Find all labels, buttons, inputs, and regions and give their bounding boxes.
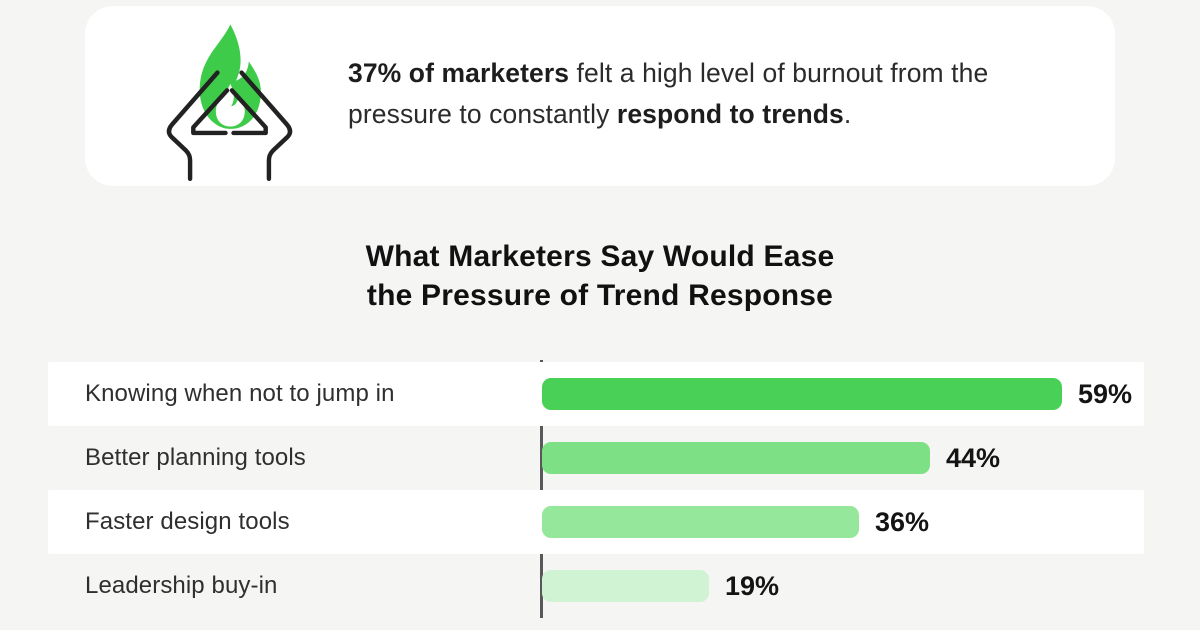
chart-row: Leadership buy-in 19% (0, 554, 1200, 618)
row-label: Faster design tools (85, 508, 290, 535)
burnout-flame-head-icon (137, 14, 322, 194)
row-label: Better planning tools (85, 444, 306, 471)
stat-text: . (843, 99, 852, 129)
bar-chart: Knowing when not to jump in 59% Better pla… (0, 360, 1200, 618)
bar-value: 59% (1078, 378, 1133, 409)
chart-row: Faster design tools 36% (0, 490, 1200, 554)
row-label: Leadership buy-in (85, 572, 278, 599)
chart-title: What Marketers Say Would Ease the Pressu… (0, 237, 1200, 315)
bar (542, 506, 859, 538)
stat-emphasis: 37% of marketers (348, 58, 570, 88)
row-label: Knowing when not to jump in (85, 380, 395, 407)
baseline-axis (540, 360, 543, 618)
bar (542, 378, 1062, 410)
chart-row: Better planning tools 44% (0, 426, 1200, 490)
bar-value: 19% (725, 570, 780, 601)
chart-row: Knowing when not to jump in 59% (0, 362, 1200, 426)
header-stat-text: 37% of marketers felt a high level of bu… (348, 53, 1058, 135)
bar (542, 442, 930, 474)
chart-title-line-1: What Marketers Say Would Ease (365, 240, 835, 273)
chart-rows: Knowing when not to jump in 59% Better pla… (0, 362, 1200, 618)
bar-value: 44% (946, 442, 1001, 473)
header-card: 37% of marketers felt a high level of bu… (85, 6, 1115, 186)
chart-title-line-2: the Pressure of Trend Response (366, 279, 834, 312)
bar-value: 36% (875, 506, 930, 537)
stat-emphasis: respond to trends (616, 99, 844, 129)
stat-text: felt a high level of burnout from the pr… (348, 58, 989, 129)
bar (542, 570, 709, 602)
